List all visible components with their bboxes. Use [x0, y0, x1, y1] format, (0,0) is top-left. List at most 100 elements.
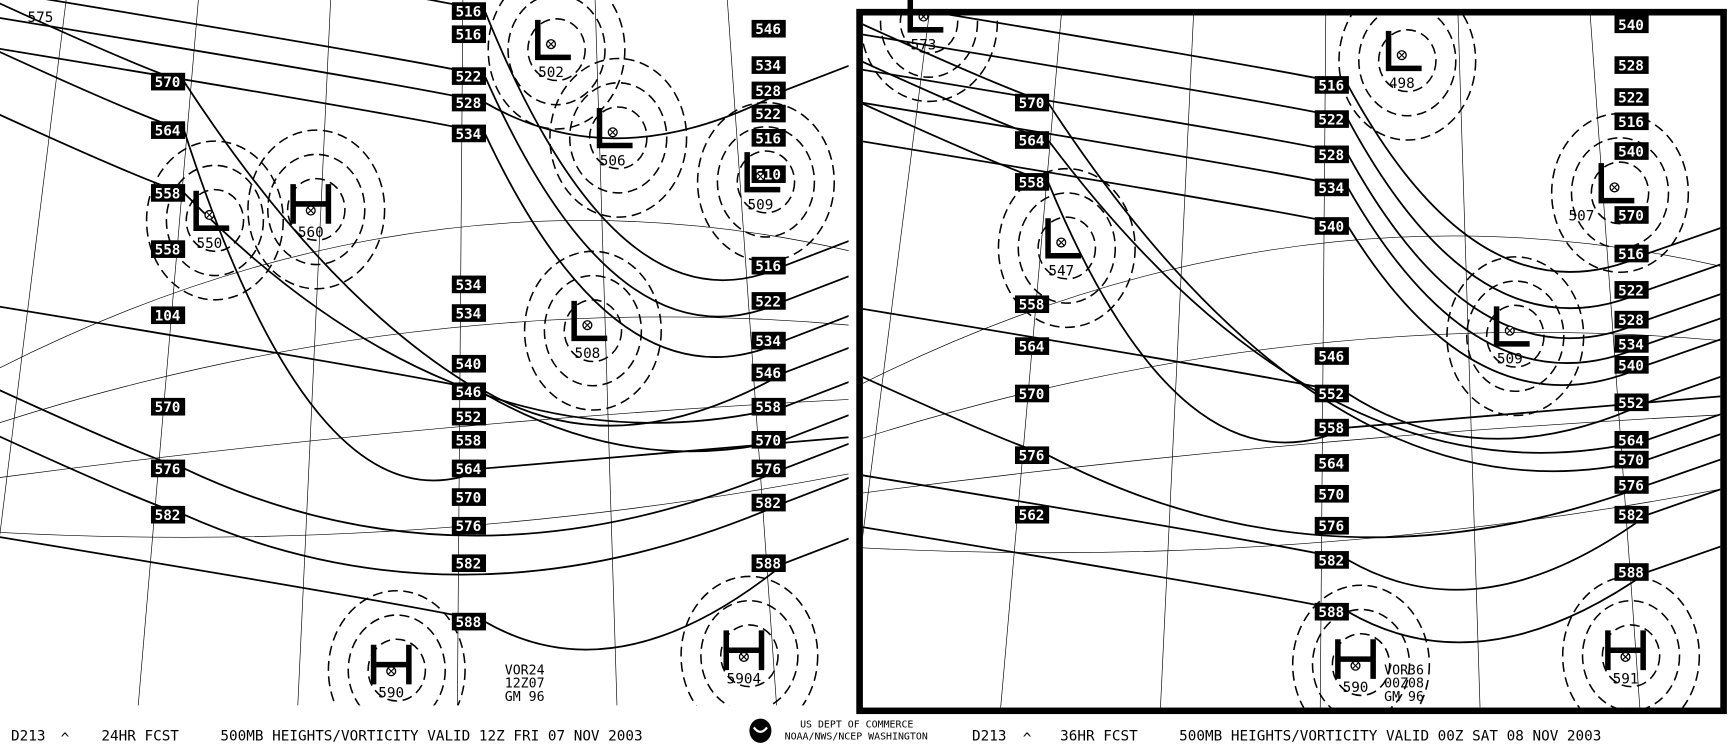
height-contour-564 — [0, 51, 849, 482]
panel-36hr-forecast: 5705645585585645705765625165225285345405… — [856, 0, 1727, 715]
height-label: 564 — [1014, 337, 1050, 356]
height-label-box — [1614, 450, 1649, 469]
height-label-text: 552 — [1618, 396, 1644, 412]
height-label-box — [1614, 281, 1649, 299]
height-label-box — [1614, 112, 1649, 131]
height-label-box — [150, 505, 186, 524]
height-label: 534 — [451, 275, 486, 294]
vorticity-contour — [1466, 280, 1565, 393]
height-label-box — [1014, 505, 1050, 524]
height-label-text: 534 — [755, 59, 781, 75]
vorticity-contour — [507, 0, 606, 106]
height-label-text: 570 — [1618, 208, 1644, 224]
height-label: 576 — [150, 459, 186, 478]
height-label: 588 — [1314, 602, 1349, 621]
height-label: 540 — [1614, 356, 1649, 374]
caret-icon: ^ — [61, 731, 70, 744]
height-label: 576 — [1614, 476, 1649, 494]
height-label-box — [451, 382, 486, 401]
height-label: 588 — [751, 554, 786, 573]
height-label: 522 — [1614, 88, 1649, 107]
center-marker-icon — [204, 209, 215, 221]
height-label-box — [1014, 173, 1050, 191]
height-label-box — [150, 184, 186, 202]
height-label: 576 — [1314, 516, 1349, 535]
latitude-line — [0, 473, 849, 538]
height-label-text: 570 — [155, 400, 181, 416]
high-symbol-icon — [1605, 630, 1646, 671]
height-label: 558 — [150, 240, 186, 259]
height-labels: 570 564 558 558 104 570 576 582 516 516 522 528 534 5… — [150, 2, 786, 631]
height-label: 564 — [1014, 131, 1050, 150]
height-label-text: 516 — [455, 28, 481, 44]
height-label-text: 522 — [1318, 113, 1344, 129]
height-label-text: 540 — [455, 357, 481, 373]
height-label-box — [751, 104, 786, 123]
center-marker-icon — [386, 666, 397, 677]
center-value: 509 — [1497, 352, 1523, 368]
height-label-box — [451, 516, 486, 535]
vorticity-contour — [700, 599, 799, 711]
height-label-box — [451, 554, 486, 573]
longitude-line — [1000, 15, 1062, 708]
height-label-text: 564 — [155, 124, 181, 140]
height-label: 564 — [1614, 430, 1649, 449]
height-label: 558 — [751, 397, 786, 416]
caption-left: D213 ^ 24HR FCST 500MB HEIGHTS/VORTICITY… — [11, 729, 643, 744]
height-label-text: 564 — [1019, 340, 1045, 356]
height-label: 552 — [1314, 384, 1349, 403]
height-label-box — [451, 612, 486, 631]
height-label-text: 558 — [1019, 298, 1045, 314]
height-label: 576 — [751, 459, 786, 478]
center-marker-icon — [582, 320, 593, 331]
height-label-text: 522 — [1618, 283, 1644, 299]
credit-line-1: US DEPT OF COMMERCE — [800, 719, 913, 730]
height-label-text: 558 — [455, 433, 481, 449]
low-symbol-icon — [744, 152, 781, 193]
low-symbol-icon — [596, 108, 633, 149]
height-label-text: 570 — [1318, 487, 1344, 503]
height-label: 540 — [1614, 15, 1649, 34]
center-value: 590 — [378, 686, 404, 702]
vorticity-contours — [145, 0, 836, 711]
height-label-box — [451, 124, 486, 143]
vorticity-contour — [1358, 15, 1457, 117]
height-label: 516 — [451, 2, 486, 21]
height-label: 546 — [451, 382, 486, 401]
low-symbol-icon — [1385, 30, 1422, 72]
height-label: 540 — [451, 354, 486, 373]
vorticity-contour — [523, 250, 662, 411]
chart-id: D213 — [972, 729, 1006, 744]
center-value: 508 — [574, 346, 600, 362]
longitude-line — [862, 15, 930, 538]
height-label: 516 — [1614, 244, 1649, 263]
chart-id: D213 — [11, 729, 45, 744]
height-label-box — [1014, 337, 1050, 355]
height-label: 540 — [1614, 142, 1649, 161]
height-label-text: 558 — [155, 243, 181, 259]
height-label: 546 — [751, 363, 786, 382]
stamp-line-3: GM 96 — [505, 690, 545, 705]
height-label: 528 — [1614, 56, 1649, 75]
height-labels: 570 564 558 558 564 570 576 562 516 522 528 534 540 5… — [1014, 15, 1649, 621]
height-label-box — [1314, 110, 1349, 128]
height-label-box — [1614, 430, 1649, 449]
latitude-line — [0, 316, 849, 423]
vorticity-contour — [543, 274, 643, 387]
vorticity-contour — [1291, 584, 1431, 708]
height-label-box — [451, 430, 486, 449]
height-label-text: 546 — [755, 366, 781, 382]
height-label-text: 534 — [455, 278, 481, 294]
height-label: 570 — [1014, 384, 1050, 403]
height-label-box — [1614, 56, 1649, 74]
height-contour-576 — [0, 389, 849, 537]
height-label: 516 — [751, 129, 786, 147]
vorticity-contour — [286, 177, 346, 242]
height-label: 582 — [1314, 551, 1349, 569]
height-label-text: 564 — [1318, 456, 1344, 472]
stamp-line-2: 00Z08 — [1384, 677, 1424, 692]
height-label: 522 — [1614, 281, 1649, 299]
latitude-line — [0, 220, 849, 369]
height-contours — [0, 0, 849, 651]
